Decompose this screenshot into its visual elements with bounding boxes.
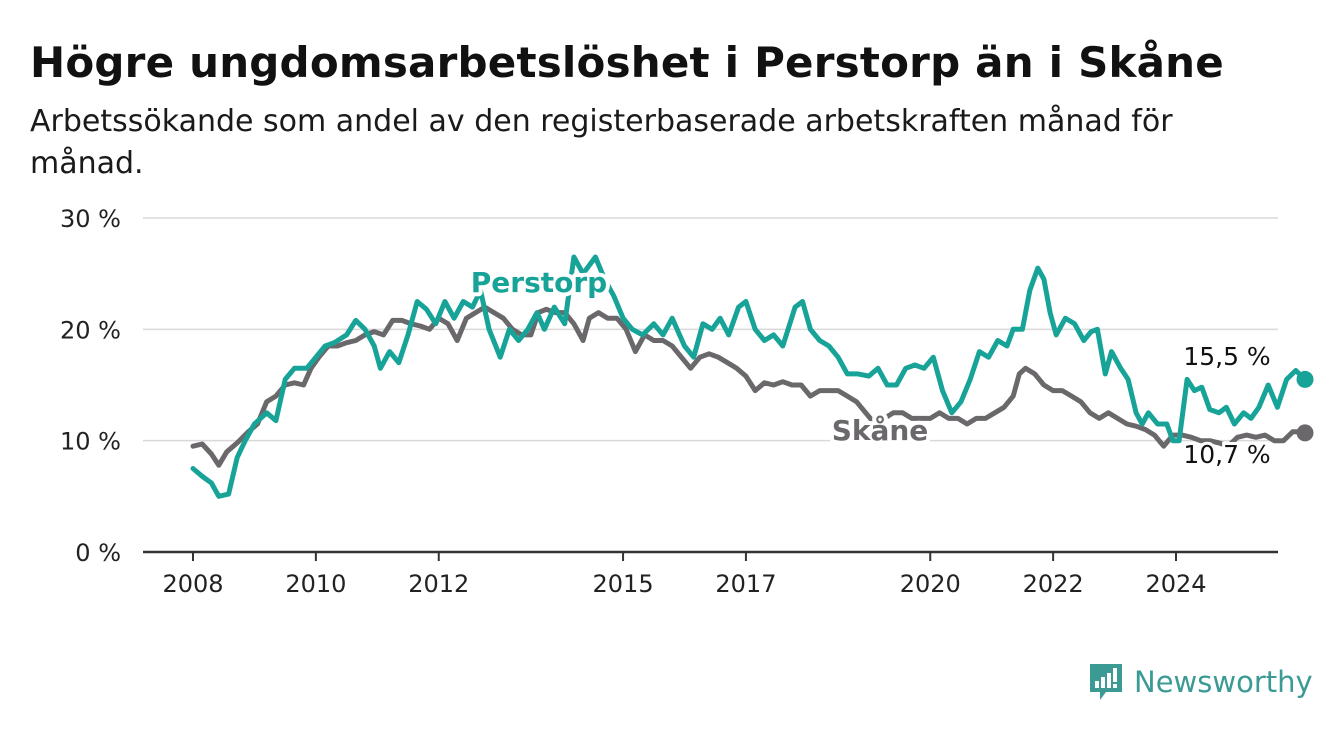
series-line-perstorp — [190, 254, 1308, 499]
x-tick-label: 2015 — [593, 570, 654, 598]
brand-name: Newsworthy — [1134, 665, 1313, 699]
x-tick-label: 2010 — [285, 570, 346, 598]
series-line-skåne — [190, 304, 1308, 468]
end-point-skåne — [1296, 424, 1314, 442]
series-label-skane: Skåne — [832, 414, 929, 447]
y-tick-label: 20 % — [60, 316, 121, 344]
x-tick-label: 2008 — [162, 570, 223, 598]
y-tick-label: 30 % — [60, 205, 121, 233]
newsworthy-logo[interactable]: Newsworthy — [1088, 660, 1313, 704]
series-label-perstorp: Perstorp — [471, 266, 607, 299]
chart-subtitle: Arbetssökande som andel av den registerb… — [30, 104, 1173, 181]
x-tick-label: 2017 — [715, 570, 776, 598]
end-label-skane: 10,7 % — [1183, 440, 1270, 469]
x-tick-label: 2012 — [408, 570, 469, 598]
end-label-perstorp: 15,5 % — [1183, 342, 1270, 371]
x-tick-label: 2024 — [1145, 570, 1206, 598]
end-point-perstorp — [1296, 370, 1314, 388]
bar-chart-icon — [1090, 664, 1122, 700]
chart-title: Högre ungdomsarbetslöshet i Perstorp än … — [30, 38, 1224, 87]
x-tick-label: 2020 — [900, 570, 961, 598]
x-tick-label: 2022 — [1023, 570, 1084, 598]
y-tick-label: 0 % — [75, 539, 121, 567]
y-tick-label: 10 % — [60, 428, 121, 456]
